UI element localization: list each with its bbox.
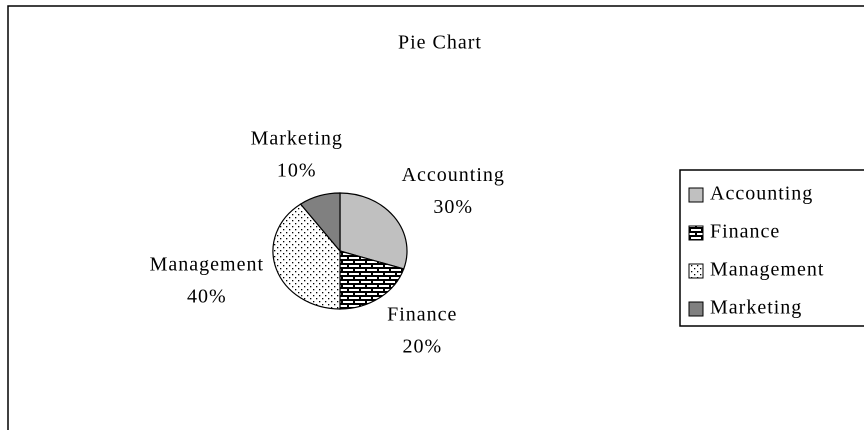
- slice-value-label: 20%: [402, 335, 442, 357]
- slice-value-label: 30%: [433, 196, 473, 218]
- legend-swatch: [688, 187, 704, 203]
- slice-label: Accounting: [402, 164, 505, 186]
- legend-swatch: [688, 301, 704, 317]
- slice-label: Finance: [387, 303, 457, 325]
- pie-slice: [339, 192, 408, 270]
- slice-label: Management: [150, 253, 264, 275]
- legend-label: Marketing: [710, 297, 802, 319]
- legend-label: Accounting: [710, 183, 813, 205]
- legend-swatch: [688, 225, 704, 241]
- slice-value-label: 40%: [187, 285, 227, 307]
- legend-box: [679, 169, 864, 327]
- legend-label: Management: [710, 259, 824, 281]
- slice-label: Marketing: [251, 127, 343, 149]
- chart-title: Pie Chart: [398, 32, 482, 54]
- slice-value-label: 10%: [277, 159, 317, 181]
- pie-slice: [339, 250, 405, 310]
- legend-swatch: [688, 263, 704, 279]
- legend-label: Finance: [710, 221, 780, 243]
- pie-slice: [299, 192, 341, 253]
- pie-slice: [272, 203, 341, 310]
